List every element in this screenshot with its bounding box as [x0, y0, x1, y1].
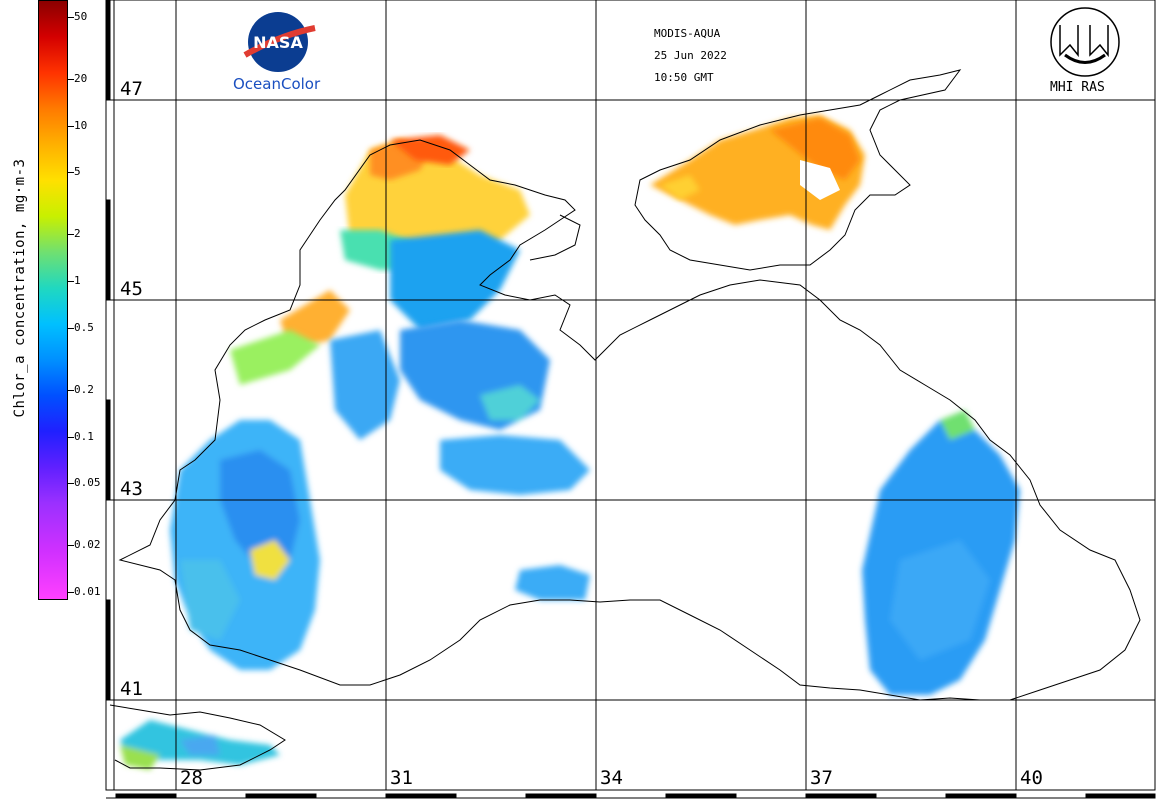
colorbar-tick-label: 2 [74, 227, 81, 241]
colorbar-tick-label: 0.01 [74, 585, 101, 598]
image-metadata: MODIS-AQUA 25 Jun 2022 10:50 GMT [654, 23, 727, 89]
longitude-label-31: 31 [390, 767, 413, 789]
colorbar-tick-label: 0.05 [74, 476, 101, 490]
western-shelf-chlorophyll [230, 135, 530, 385]
colorbar-tick-label: 5 [74, 165, 81, 179]
colorbar-tick-mark [68, 281, 74, 283]
nasa-logo: NASA [243, 12, 316, 72]
colorbar-tick-label: 50 [74, 10, 88, 23]
colorbar-tick-mark [68, 389, 74, 391]
coastline [109, 69, 1141, 771]
western-basin-chlorophyll [170, 320, 590, 670]
latitude-label-45: 45 [120, 278, 143, 300]
colorbar-tick-mark [68, 545, 74, 547]
colorbar-tick-mark [68, 234, 74, 236]
colorbar-tick-mark [68, 436, 74, 438]
colorbar-tick-mark [68, 327, 74, 329]
azov-sea-chlorophyll [650, 115, 865, 230]
longitude-ruler [106, 789, 1156, 799]
nasa-logo-text: NASA [253, 33, 303, 52]
eastern-basin-chlorophyll [862, 410, 1020, 695]
colorbar-tick-mark [68, 483, 74, 485]
colorbar-tick-label: 0.1 [74, 429, 94, 443]
latitude-label-47: 47 [120, 78, 143, 100]
latitude-ruler [105, 0, 115, 790]
colorbar [38, 0, 68, 600]
mhi-ras-logo [1050, 7, 1120, 77]
colorbar-tick-label: 10 [74, 118, 88, 132]
colorbar-tick-label: 1 [74, 274, 81, 288]
longitude-label-37: 37 [810, 767, 833, 789]
map-frame [105, 0, 1156, 791]
institute-caption: MHI RAS [1050, 80, 1105, 95]
colorbar-tick-label: 0.2 [74, 382, 94, 396]
acquisition-date: 25 Jun 2022 [654, 49, 727, 62]
acquisition-time: 10:50 GMT [654, 71, 714, 84]
longitude-label-34: 34 [600, 767, 623, 789]
latitude-label-43: 43 [120, 478, 143, 500]
colorbar-tick-mark [68, 78, 74, 80]
longitude-label-40: 40 [1020, 767, 1043, 789]
colorbar-tick-label: 0.5 [74, 320, 94, 334]
longitude-label-28: 28 [180, 767, 203, 789]
marmara-chlorophyll [120, 720, 280, 770]
colorbar-tick-label: 20 [74, 71, 88, 85]
colorbar-tick-mark [68, 592, 74, 593]
colorbar-tick-label: 0.02 [74, 538, 101, 552]
colorbar-tick-mark [68, 17, 74, 18]
graticule [106, 0, 1155, 790]
colorbar-tick-mark [68, 172, 74, 174]
latitude-label-41: 41 [120, 678, 143, 700]
satellite-name: MODIS-AQUA [654, 27, 721, 40]
oceancolor-caption: OceanColor [233, 75, 321, 93]
colorbar-tick-mark [68, 125, 74, 127]
